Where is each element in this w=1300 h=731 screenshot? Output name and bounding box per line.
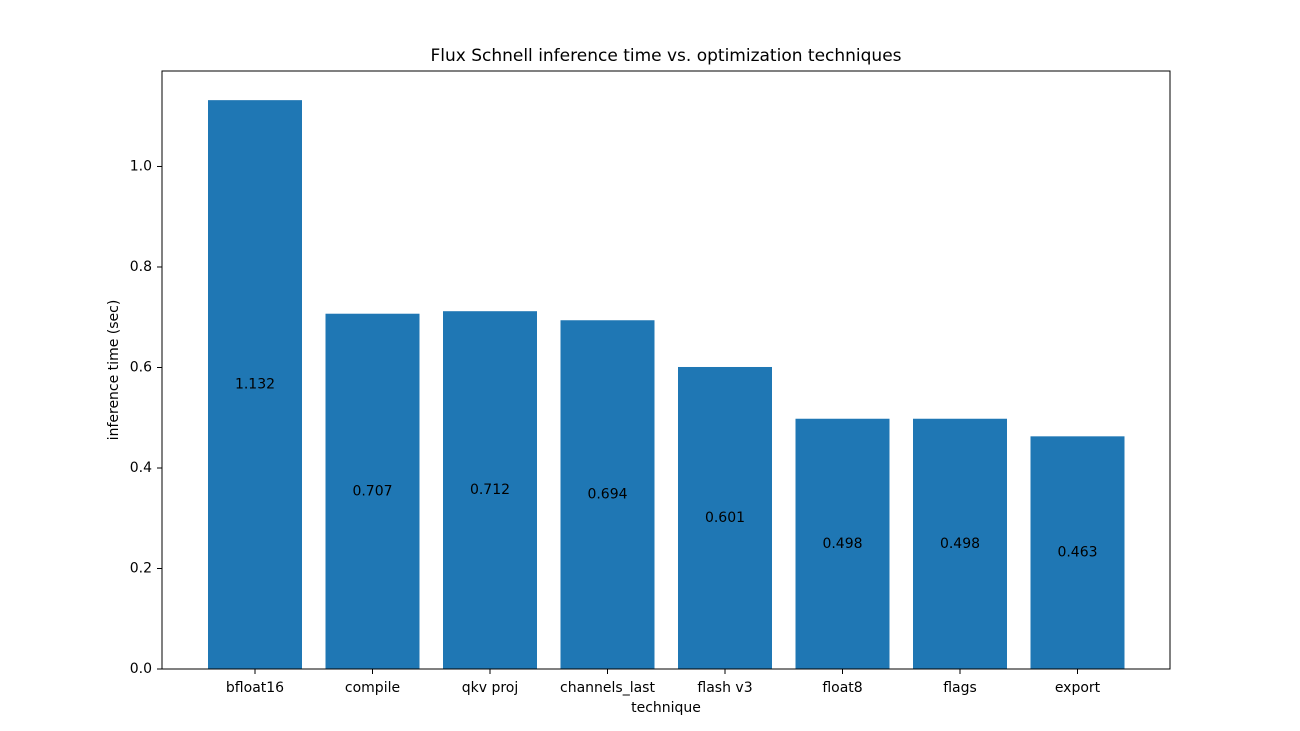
x-tick-label-1: compile bbox=[345, 680, 400, 696]
bar-3 bbox=[560, 320, 655, 669]
bar-7 bbox=[1030, 436, 1125, 669]
x-tick-label-7: export bbox=[1055, 680, 1101, 696]
x-tick-label-4: flash v3 bbox=[697, 680, 752, 696]
x-tick-label-5: float8 bbox=[822, 680, 862, 696]
value-labels: 1.132 0.707 0.712 0.694 0.601 0.498 0.498 0.463 bbox=[235, 377, 1098, 561]
x-tick-label-6: flags bbox=[943, 680, 977, 696]
y-axis: 0.0 0.2 0.4 0.6 0.8 1.0 bbox=[130, 158, 162, 677]
bar-2 bbox=[443, 311, 537, 669]
x-tick-label-2: qkv proj bbox=[462, 680, 519, 696]
bar-value-label-1: 0.707 bbox=[352, 483, 392, 499]
bar-value-label-7: 0.463 bbox=[1057, 545, 1097, 561]
bars bbox=[208, 100, 1125, 669]
chart-title: Flux Schnell inference time vs. optimiza… bbox=[430, 46, 901, 66]
x-tick-label-3: channels_last bbox=[560, 680, 655, 696]
y-tick-label-0: 0.0 bbox=[130, 661, 152, 677]
x-axis-label: technique bbox=[631, 700, 701, 716]
bar-value-label-2: 0.712 bbox=[470, 482, 510, 498]
bar-6 bbox=[913, 418, 1007, 669]
y-tick-label-4: 0.8 bbox=[130, 259, 152, 275]
x-tick-label-0: bfloat16 bbox=[226, 680, 284, 696]
y-tick-label-1: 0.2 bbox=[130, 560, 152, 576]
y-tick-label-2: 0.4 bbox=[130, 460, 152, 476]
bar-value-label-0: 1.132 bbox=[235, 377, 275, 393]
bar-value-label-6: 0.498 bbox=[940, 536, 980, 552]
bar-value-label-5: 0.498 bbox=[822, 536, 862, 552]
bar-value-label-4: 0.601 bbox=[705, 510, 745, 526]
y-tick-label-5: 1.0 bbox=[130, 158, 152, 174]
bar-0 bbox=[208, 100, 302, 669]
bar-5 bbox=[795, 418, 890, 669]
x-axis: bfloat16 compile qkv proj channels_last flas… bbox=[226, 669, 1101, 696]
plot-frame bbox=[161, 70, 1171, 670]
bar-1 bbox=[325, 313, 420, 669]
bar-4 bbox=[678, 366, 772, 669]
bar-value-label-3: 0.694 bbox=[587, 487, 627, 503]
y-tick-label-3: 0.6 bbox=[130, 359, 152, 375]
y-axis-label: inference time (sec) bbox=[106, 300, 122, 441]
